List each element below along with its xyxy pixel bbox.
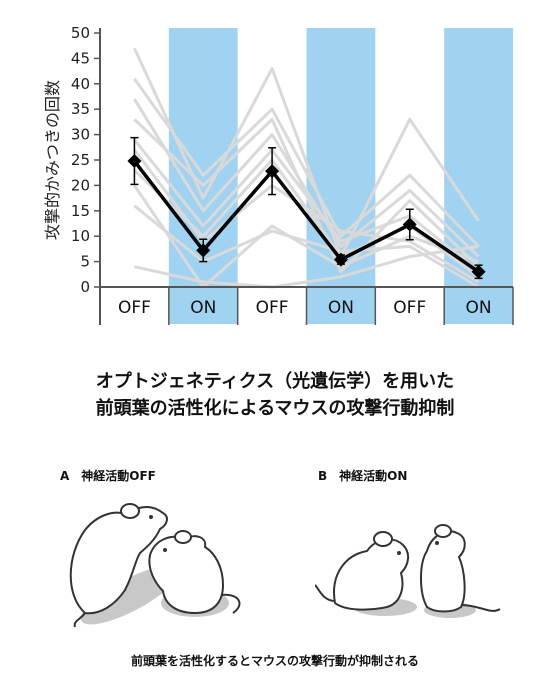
x-category-label: ON [190,298,216,318]
mouse-eye [149,515,153,519]
mouse-ear [174,530,192,544]
y-axis-label: 攻撃的かみつきの回数 [43,80,62,240]
individual-line [133,204,480,289]
mean-point [196,243,211,258]
y-tick-labels: 0 5 10 15 20 25 30 35 40 45 50 [71,24,90,296]
y-tick-label: 40 [71,75,90,93]
mouse-eye [397,551,401,555]
mean-point [265,164,280,179]
y-tick-label: 15 [71,202,90,220]
individual-line [133,138,480,273]
y-tick-label: 10 [71,227,90,245]
x-category-label: ON [466,298,492,318]
headline-line2: 前頭葉の活性化によるマウスの攻撃行動抑制 [95,398,455,419]
bite-count-chart: 0 5 10 15 20 25 30 35 40 45 50 OFF ON OFF ON OFF ON 攻撃的… [43,24,514,325]
mouse-tail [220,593,241,614]
x-category-label: OFF [256,298,289,318]
y-tick-label: 45 [71,49,90,67]
mouse-ear [434,524,452,538]
x-category-labels: OFF ON OFF ON OFF ON [118,298,492,318]
x-category-label: ON [328,298,354,318]
mouse-tail [315,584,336,602]
mean-line [133,159,480,274]
headline: オプトジェネティクス（光遺伝学）を用いた 前頭葉の活性化によるマウスの攻撃行動抑… [0,368,550,422]
mouse-eye [435,541,439,545]
mouse-tail [460,604,501,612]
y-tick-label: 20 [71,176,90,194]
mouse-ear [373,531,393,547]
x-category-label: OFF [118,298,151,318]
individual-lines [133,47,480,289]
mouse-tail [73,612,86,628]
mean-point [402,217,417,232]
x-category-label: OFF [393,298,426,318]
y-tick-label: 30 [71,126,90,144]
on-period-bands [168,28,513,324]
mean-point [127,154,142,169]
y-tick-label: 0 [80,278,90,296]
figure-caption: 前頭葉を活性化するとマウスの攻撃行動が抑制される [130,654,419,668]
panel-b-label: B 神経活動ON [318,469,408,483]
individual-line [133,98,480,258]
individual-line [133,77,480,248]
mouse-body [333,538,409,611]
y-tick-label: 35 [71,100,90,118]
individual-line [133,148,480,284]
panel-a-label: A 神経活動OFF [60,469,156,483]
y-tick-label: 25 [71,151,90,169]
headline-line1: オプトジェネティクス（光遺伝学）を用いた [95,371,455,392]
mouse-eye [163,548,167,552]
y-tick-label: 50 [71,24,90,42]
individual-line [134,244,479,289]
mouse-body [420,530,466,613]
mouse-ear [120,503,140,519]
on-band [306,28,376,324]
mean-point [333,252,348,267]
y-tick-label: 5 [80,253,90,271]
mouse-body [148,535,225,615]
mice-calm-illustration [315,524,501,618]
mice-fighting-illustration [69,503,241,628]
individual-line [133,184,480,289]
mean-point [471,264,486,279]
on-band [444,28,513,324]
mean-series [127,136,486,280]
axes [94,28,514,325]
mouse-body [69,506,168,615]
